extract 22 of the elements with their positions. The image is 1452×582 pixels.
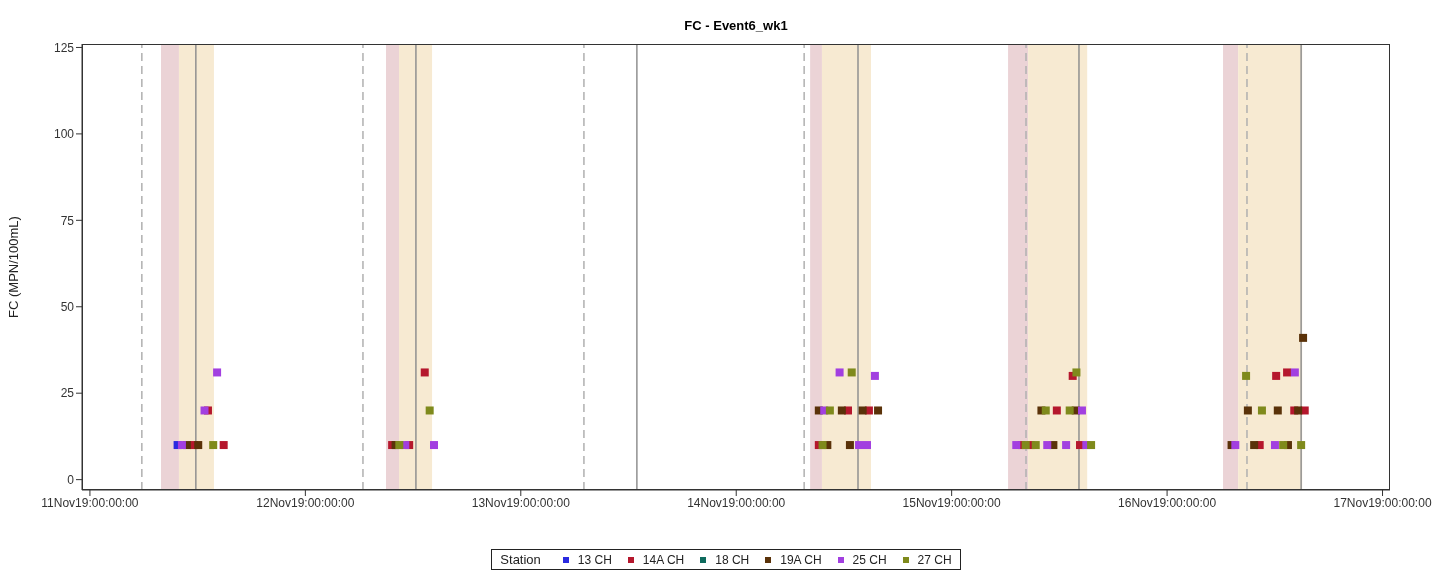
legend-label: 27 CH: [916, 552, 952, 567]
y-tick-label: 125: [53, 40, 75, 55]
legend-label: 14A CH: [641, 552, 685, 567]
x-tick-label: 15Nov19:00:00:00: [902, 495, 1002, 510]
y-tick-label: 0: [67, 472, 75, 487]
x-tick-label: 11Nov19:00:00:00: [41, 495, 139, 510]
chart-title: FC - Event6_wk1: [683, 18, 789, 33]
x-tick-label: 17Nov19:00:00:00: [1333, 495, 1432, 510]
legend-title: Station: [500, 552, 541, 567]
legend-label: 19A CH: [779, 552, 822, 567]
legend-label: 25 CH: [851, 552, 887, 567]
y-tick-label: 25: [60, 386, 75, 401]
x-tick-label: 13Nov19:00:00:00: [471, 495, 571, 510]
x-tick-label: 12Nov19:00:00:00: [256, 495, 355, 510]
y-tick-label: 50: [60, 300, 75, 315]
x-tick-label: 16Nov19:00:00:00: [1118, 495, 1217, 510]
y-tick-label: 75: [60, 213, 75, 228]
legend-label: 18 CH: [714, 552, 750, 567]
y-axis-title: FC (MPN/100mL): [5, 216, 21, 318]
legend-label: 13 CH: [576, 552, 612, 567]
x-tick-label: 14Nov19:00:00:00: [687, 495, 786, 510]
y-tick-label: 100: [53, 127, 75, 142]
